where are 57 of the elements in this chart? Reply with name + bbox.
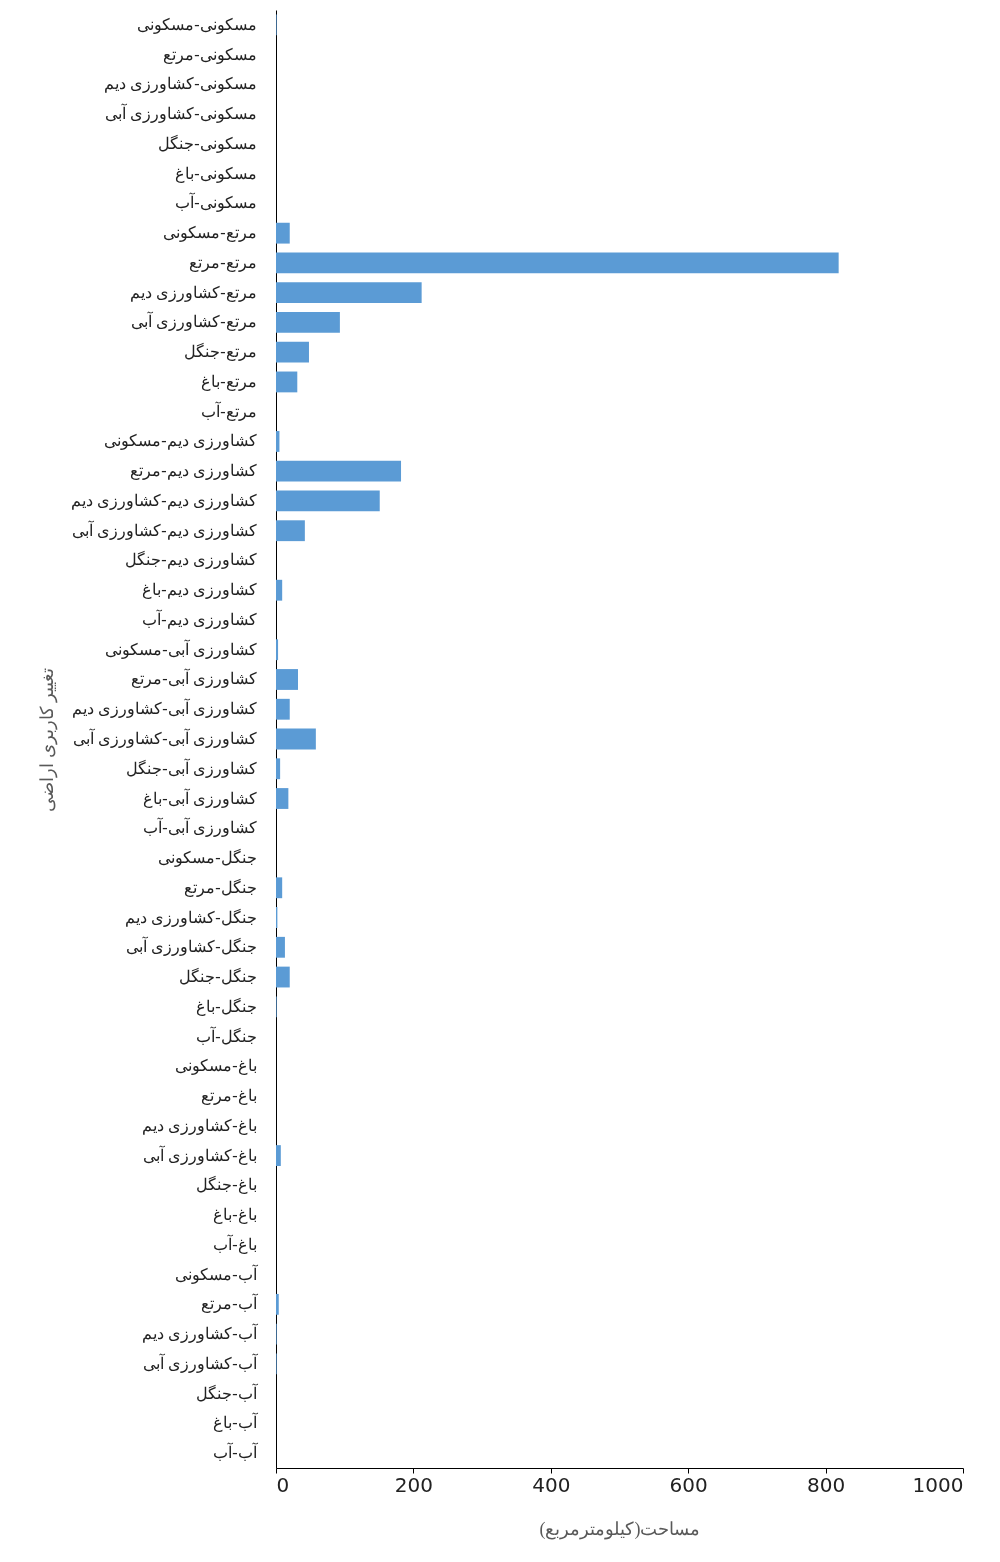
y-tick-label: جنگل-مرتع <box>184 877 257 897</box>
y-tick-label: آب-مرتع <box>201 1293 259 1314</box>
y-tick-label: مسکونی-جنگل <box>158 133 257 153</box>
y-tick-label: باغ-مسکونی <box>175 1057 257 1076</box>
y-tick-label: کشاورزی دیم-باغ <box>142 581 257 600</box>
y-tick-label: آب-کشاورزی دیم <box>142 1323 259 1344</box>
y-tick-label: مسکونی-مرتع <box>163 45 257 64</box>
x-tick-label: 400 <box>532 1472 571 1497</box>
y-tick-label: کشاورزی آبی-باغ <box>143 787 257 808</box>
y-tick-label: جنگل-کشاورزی دیم <box>125 907 257 927</box>
y-tick-label: جنگل-آب <box>196 1025 257 1045</box>
y-tick-label: مسکونی-مسکونی <box>137 15 257 34</box>
y-tick-label: کشاورزی دیم-کشاورزی دیم <box>71 491 257 510</box>
y-tick-label: مرتع-مسکونی <box>163 224 257 243</box>
x-tick-label: 0 <box>276 1472 290 1497</box>
y-tick-label: کشاورزی آبی-آب <box>143 817 257 838</box>
y-tick-label: آب-کشاورزی آبی <box>143 1352 259 1373</box>
y-tick-label: کشاورزی دیم-جنگل <box>125 550 257 570</box>
y-tick-label: کشاورزی آبی-کشاورزی دیم <box>72 698 257 719</box>
y-tick-label: باغ-کشاورزی دیم <box>142 1116 257 1135</box>
y-tick-label: مسکونی-باغ <box>175 164 257 183</box>
y-tick-label: آب-مسکونی <box>175 1263 259 1284</box>
y-tick-label: آب-باغ <box>213 1412 259 1433</box>
x-tick-label: 800 <box>807 1472 846 1497</box>
y-tick-label: مرتع-کشاورزی دیم <box>130 283 257 302</box>
y-tick-label: مسکونی-کشاورزی دیم <box>104 75 257 94</box>
y-tick-label: کشاورزی دیم-مرتع <box>130 462 257 481</box>
y-tick-label: مرتع-مرتع <box>189 253 257 272</box>
y-tick-label: باغ-کشاورزی آبی <box>143 1144 257 1165</box>
y-tick-label: مرتع-کشاورزی آبی <box>131 311 257 332</box>
y-tick-label: جنگل-کشاورزی آبی <box>126 936 257 957</box>
y-tick-label: جنگل-جنگل <box>179 967 257 986</box>
x-tick-label: 600 <box>669 1472 708 1497</box>
y-tick-label: مرتع-آب <box>201 400 257 421</box>
y-tick-label: کشاورزی آبی-جنگل <box>126 757 257 778</box>
y-tick-label: باغ-آب <box>213 1233 257 1254</box>
y-tick-label: آب-آب <box>213 1442 259 1462</box>
y-tick-label: باغ-باغ <box>213 1206 257 1225</box>
y-tick-label: کشاورزی آبی-مسکونی <box>105 638 257 659</box>
y-tick-label: مسکونی-کشاورزی آبی <box>105 103 257 124</box>
y-tick-label: آب-جنگل <box>196 1382 259 1402</box>
y-tick-label: جنگل-مسکونی <box>158 848 257 868</box>
y-axis-title: تغییر کاربری اراضی <box>36 667 58 812</box>
y-tick-label: مرتع-جنگل <box>184 342 257 362</box>
x-axis-title: مساحت(کیلومترمربع) <box>539 1518 701 1540</box>
x-tick-label: 200 <box>394 1472 433 1497</box>
y-tick-label: کشاورزی آبی-کشاورزی آبی <box>73 728 257 748</box>
y-tick-label: کشاورزی دیم-مسکونی <box>104 432 257 451</box>
y-tick-label: مرتع-باغ <box>201 372 257 391</box>
y-tick-label: باغ-مرتع <box>201 1087 257 1106</box>
y-tick-label: کشاورزی آبی-مرتع <box>131 668 257 689</box>
y-tick-label: کشاورزی دیم-کشاورزی آبی <box>72 519 257 540</box>
x-tick-label: 1000 <box>912 1472 964 1497</box>
y-tick-label: مسکونی-آب <box>175 192 257 213</box>
y-tick-label: جنگل-باغ <box>196 996 257 1016</box>
y-tick-label: باغ-جنگل <box>196 1175 257 1195</box>
y-tick-label: کشاورزی دیم-آب <box>142 608 257 629</box>
